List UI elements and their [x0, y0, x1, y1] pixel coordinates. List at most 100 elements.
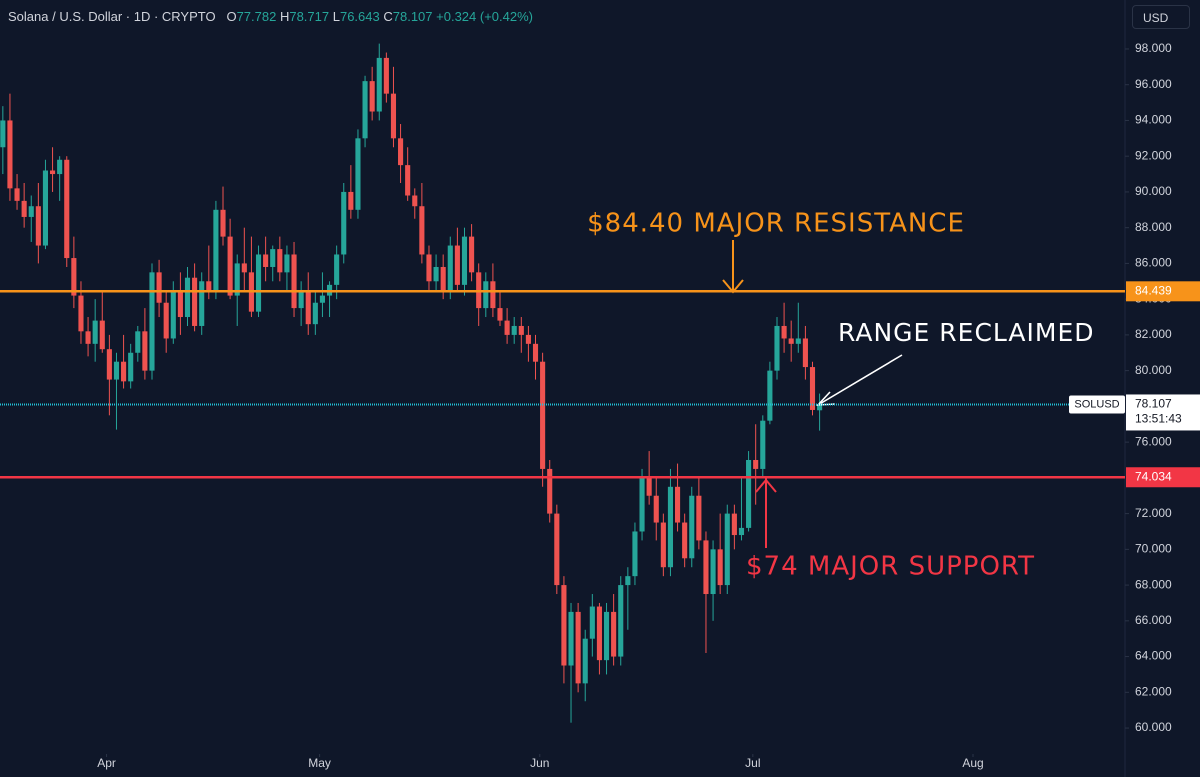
candle-body: [270, 249, 276, 267]
candle-body: [184, 277, 191, 318]
candle-body: [497, 308, 503, 321]
arrow: [816, 354, 903, 406]
annotation: RANGE RECLAIMED: [838, 318, 1095, 347]
candle-body: [802, 338, 808, 368]
ohlc-value: 76.643: [339, 9, 380, 24]
y-tick-label: 66.000: [1135, 613, 1172, 627]
candle-body: [618, 585, 624, 657]
change: +0.324 (+0.42%): [436, 9, 533, 24]
candle-body: [376, 57, 382, 112]
candle-body: [128, 352, 134, 382]
candle-body: [760, 420, 766, 469]
timer-label: 13:51:43: [1135, 412, 1182, 426]
candle-body: [525, 334, 531, 344]
candle-body: [682, 522, 688, 559]
candle-body: [710, 549, 716, 595]
candle-body: [582, 638, 588, 684]
y-tick-label: 72.000: [1135, 506, 1172, 520]
candle-body: [639, 477, 645, 532]
candle-body: [603, 611, 610, 661]
candle-body: [632, 531, 638, 577]
candle-body: [532, 343, 539, 362]
x-tick-label: Apr: [97, 756, 116, 770]
y-tick-label: 98.000: [1135, 41, 1172, 55]
candle-body: [774, 325, 780, 371]
candle-body: [227, 236, 233, 296]
candle-body: [113, 361, 120, 380]
price-label: 84.439: [1135, 283, 1172, 297]
candle-body: [277, 249, 283, 273]
candle-body: [206, 281, 212, 291]
candle-body: [305, 290, 311, 325]
candle-body: [461, 236, 468, 285]
candle-body: [703, 540, 709, 595]
candle-body: [142, 331, 148, 371]
y-tick-label: 92.000: [1135, 148, 1172, 162]
candle-body: [675, 486, 681, 523]
candle-body: [220, 209, 226, 237]
candle-body: [35, 206, 41, 246]
y-tick-label: 68.000: [1135, 577, 1172, 591]
candle-body: [717, 549, 723, 586]
ohlc-key: H: [279, 9, 290, 24]
candle-body: [568, 611, 574, 666]
candle-body: [589, 606, 595, 639]
candle-body: [689, 495, 695, 559]
ohlc-key: C: [383, 9, 393, 24]
x-tick-label: May: [308, 756, 331, 770]
candle-body: [547, 468, 553, 514]
candle-body: [106, 349, 112, 380]
candle-body: [362, 81, 368, 139]
candle-body: [170, 290, 176, 339]
ohlc-value: 78.717: [289, 9, 330, 24]
candle-body: [731, 513, 737, 536]
candle-body: [291, 254, 297, 309]
candle-body: [483, 281, 489, 309]
ohlc-value: 77.782: [236, 9, 277, 24]
candle-body: [64, 159, 70, 259]
candle-body: [57, 159, 63, 175]
candle-body: [433, 266, 439, 282]
arrow: [722, 240, 744, 294]
annotation: $84.40 MAJOR RESISTANCE: [587, 209, 965, 239]
candle-body: [447, 245, 453, 291]
candle-body: [341, 191, 347, 255]
candle-body: [724, 513, 730, 586]
candle-body: [7, 120, 13, 189]
y-tick-label: 82.000: [1135, 327, 1172, 341]
candle-body: [312, 302, 318, 325]
candle-body: [21, 200, 27, 217]
candle-body: [85, 331, 91, 344]
symbol: Solana / U.S. Dollar · 1D · CRYPTO: [8, 9, 216, 24]
candle-body: [625, 576, 631, 586]
ohlc-key: L: [332, 9, 340, 24]
candle-body: [554, 513, 560, 586]
y-tick-label: 70.000: [1135, 542, 1172, 556]
candle-body: [518, 325, 524, 335]
currency-button[interactable]: USD: [1132, 5, 1190, 29]
candle-body: [667, 486, 674, 568]
candle-body: [511, 325, 517, 335]
candle-body: [767, 370, 773, 421]
candle-body: [419, 206, 425, 255]
candle-body: [809, 367, 816, 410]
x-tick-label: Jul: [745, 756, 760, 770]
y-tick-label: 90.000: [1135, 184, 1172, 198]
candle-body: [575, 611, 581, 684]
candle-body: [660, 522, 666, 568]
candle-body: [163, 302, 169, 339]
candle-body: [263, 254, 269, 267]
symbol-label: SOLUSD: [1074, 398, 1119, 410]
candle-body: [28, 206, 34, 217]
price-label: 74.034: [1135, 469, 1172, 483]
candle-body: [746, 459, 752, 528]
y-tick-label: 94.000: [1135, 113, 1172, 127]
candle-body: [440, 266, 446, 291]
candle-body: [454, 245, 460, 285]
candle-body: [14, 188, 20, 201]
y-tick-label: 86.000: [1135, 256, 1172, 270]
candle-body: [298, 290, 304, 309]
candle-body: [412, 195, 418, 207]
candle-body: [255, 254, 262, 312]
